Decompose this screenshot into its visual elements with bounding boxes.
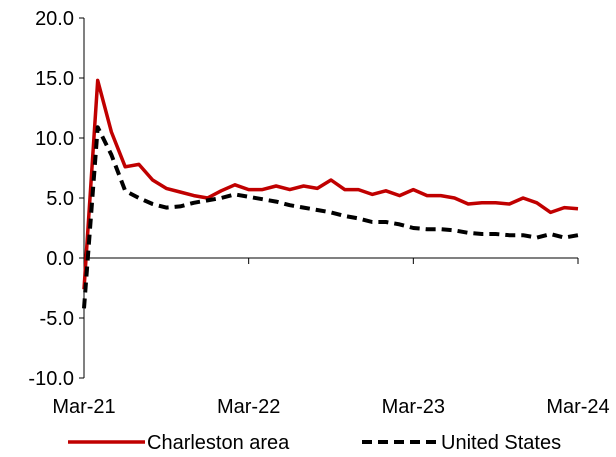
legend: Charleston area United States <box>68 432 561 454</box>
series-line-united-states <box>82 125 579 309</box>
legend-label: Charleston area <box>147 432 290 454</box>
y-tick-label: 0.0 <box>46 248 74 270</box>
legend-label: United States <box>441 432 561 454</box>
y-tick-label: 20.0 <box>35 8 74 30</box>
series-line-charleston-area <box>82 78 579 290</box>
series-layer <box>82 78 579 309</box>
x-tick-label: Mar-22 <box>217 396 280 418</box>
y-tick-label: -10.0 <box>28 368 74 390</box>
y-tick-label: 15.0 <box>35 68 74 90</box>
y-tick-label: 5.0 <box>46 188 74 210</box>
y-tick-label: 10.0 <box>35 128 74 150</box>
x-tick-label: Mar-21 <box>52 396 115 418</box>
x-tick-label: Mar-24 <box>546 396 609 418</box>
axes: -10.0 -5.0 0.0 5.0 10.0 15.0 20.0 Mar-21 Mar-22 M… <box>28 8 609 418</box>
x-tick-label: Mar-23 <box>382 396 445 418</box>
y-tick-label: -5.0 <box>40 308 74 330</box>
